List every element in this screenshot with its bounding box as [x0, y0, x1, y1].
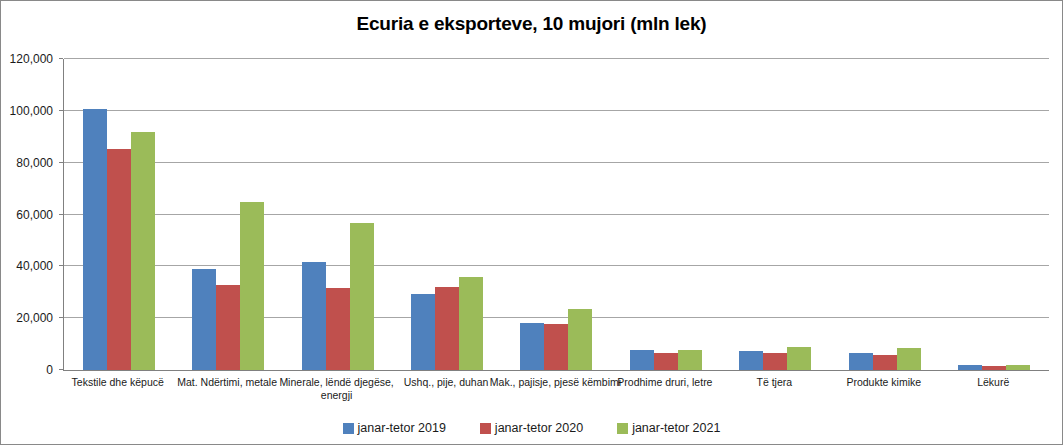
legend-label: janar-tetor 2020: [495, 421, 583, 435]
y-tick-label: 20,000: [16, 311, 53, 325]
bar: [459, 277, 483, 370]
bar: [520, 323, 544, 370]
bar: [131, 132, 155, 370]
bar: [873, 355, 897, 370]
x-label-cell: Mat. Ndërtimi, metale: [172, 376, 281, 408]
bar: [107, 149, 131, 370]
bar: [787, 347, 811, 370]
x-label-cell: Prodhime druri, letre: [610, 376, 719, 408]
legend-swatch: [480, 423, 491, 434]
x-label-cell: Lëkurë: [939, 376, 1048, 408]
y-axis: 020,00040,00060,00080,000100,000120,000: [1, 59, 63, 370]
bar: [240, 202, 264, 370]
y-tick-label: 60,000: [16, 208, 53, 222]
legend-item: janar-tetor 2021: [617, 421, 720, 435]
bar: [302, 262, 326, 370]
legend-swatch: [343, 423, 354, 434]
bar: [1006, 365, 1030, 370]
x-axis-labels: Tekstile dhe këpucëMat. Ndërtimi, metale…: [63, 376, 1048, 408]
plot-area: [63, 59, 1049, 371]
bar: [678, 350, 702, 370]
bar-group: [64, 59, 173, 370]
x-label-cell: Ushq., pije, duhan: [391, 376, 500, 408]
bar: [83, 109, 107, 370]
bar: [192, 269, 216, 370]
bar-group: [173, 59, 282, 370]
bar-group: [611, 59, 720, 370]
bar: [739, 351, 763, 370]
bar: [544, 324, 568, 370]
bar: [326, 288, 350, 370]
y-tick-label: 80,000: [16, 156, 53, 170]
legend-item: janar-tetor 2020: [480, 421, 583, 435]
bar-group: [721, 59, 830, 370]
bar: [568, 309, 592, 370]
bar: [630, 350, 654, 370]
bar: [350, 223, 374, 370]
legend-swatch: [617, 423, 628, 434]
x-label-cell: Produkte kimike: [829, 376, 938, 408]
x-label-cell: Mak., pajisje, pjesë këmbimi: [501, 376, 610, 408]
bar-groups: [64, 59, 1049, 370]
bar: [849, 353, 873, 370]
bar: [411, 294, 435, 370]
bar: [897, 348, 921, 370]
y-tick-label: 0: [46, 363, 53, 377]
x-label-cell: Të tjera: [720, 376, 829, 408]
bar: [654, 353, 678, 370]
bar: [958, 365, 982, 370]
chart-container: Ecuria e eksporteve, 10 mujori (mln lek)…: [0, 0, 1063, 445]
bar: [435, 287, 459, 370]
legend-label: janar-tetor 2021: [632, 421, 720, 435]
legend-item: janar-tetor 2019: [343, 421, 446, 435]
chart-title: Ecuria e eksporteve, 10 mujori (mln lek): [1, 13, 1062, 35]
legend: janar-tetor 2019 janar-tetor 2020 janar-te…: [1, 421, 1062, 435]
bar-group: [283, 59, 392, 370]
y-tick-label: 40,000: [16, 259, 53, 273]
bar-group: [940, 59, 1049, 370]
legend-label: janar-tetor 2019: [358, 421, 446, 435]
bar-group: [830, 59, 939, 370]
x-tick-label: Lëkurë: [925, 376, 1061, 389]
bar: [763, 353, 787, 370]
y-tick-label: 120,000: [10, 52, 53, 66]
bar: [982, 366, 1006, 370]
bar-group: [392, 59, 501, 370]
y-tick-label: 100,000: [10, 104, 53, 118]
x-label-cell: Tekstile dhe këpucë: [63, 376, 172, 408]
bar: [216, 285, 240, 370]
bar-group: [502, 59, 611, 370]
x-label-cell: Minerale, lëndë djegëse, energji: [282, 376, 391, 408]
